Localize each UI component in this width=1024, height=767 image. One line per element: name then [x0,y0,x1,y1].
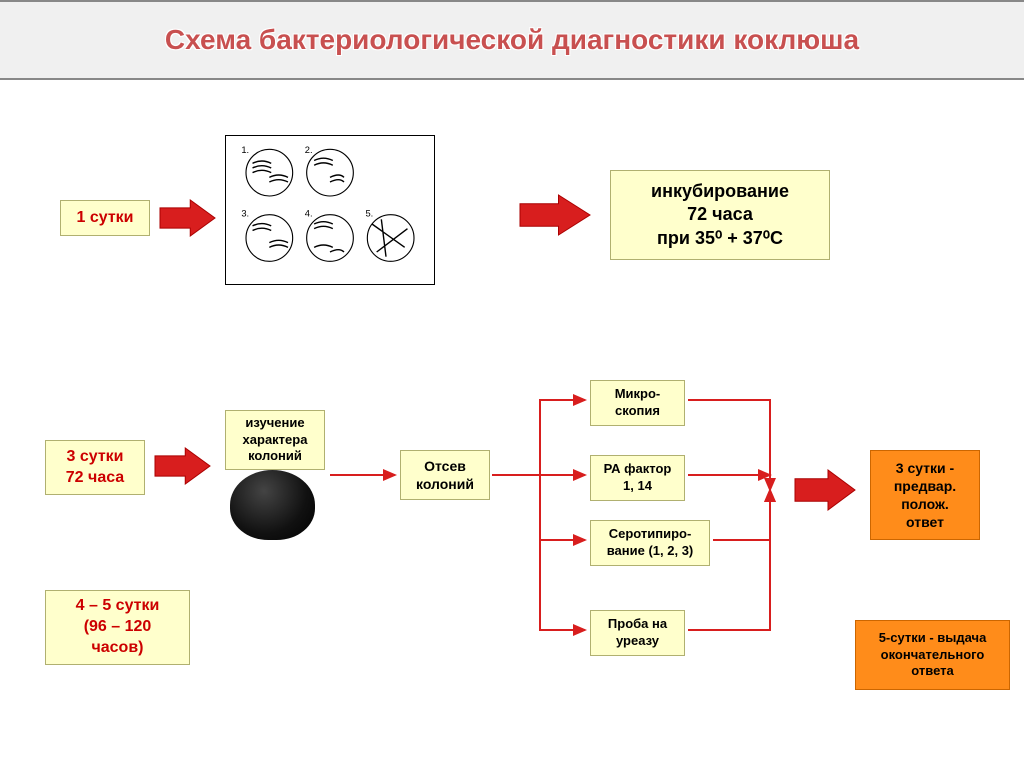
svg-text:1.: 1. [241,145,249,155]
box-label-microscopy: Микро- скопия [615,386,661,420]
header-band: Схема бактериологической диагностики кок… [0,0,1024,80]
box-microscopy: Микро- скопия [590,380,685,426]
thin-arrow [688,400,770,490]
block-arrow [795,470,855,510]
box-day3: 3 сутки 72 часа [45,440,145,495]
box-day1: 1 сутки [60,200,150,236]
box-result3: 3 сутки - предвар. полож. ответ [870,450,980,540]
box-ra_factor: РА фактор 1, 14 [590,455,685,501]
svg-text:4.: 4. [305,209,313,219]
page-title: Схема бактериологической диагностики кок… [165,23,859,57]
box-label-day3: 3 сутки 72 часа [66,447,124,489]
box-label-serotyping: Серотипиро- вание (1, 2, 3) [607,526,694,560]
thin-arrow [713,490,770,540]
thin-arrow [492,400,585,475]
box-label-result5: 5-сутки - выдача окончательного ответа [879,630,987,681]
block-arrow [155,448,210,484]
box-serotyping: Серотипиро- вание (1, 2, 3) [590,520,710,566]
petri-diagram: 1. 2. 3. 4. 5. [225,135,435,285]
box-result5: 5-сутки - выдача окончательного ответа [855,620,1010,690]
box-label-result3: 3 сутки - предвар. полож. ответ [894,459,956,532]
svg-text:5.: 5. [365,209,373,219]
block-arrow [160,200,215,236]
svg-text:2.: 2. [305,145,313,155]
colony-photo [230,470,315,540]
box-day45: 4 – 5 сутки (96 – 120 часов) [45,590,190,665]
box-label-otsev: Отсев колоний [416,457,474,493]
box-incubation: инкубирование 72 часа при 35⁰ + 37⁰С [610,170,830,260]
thin-arrow [492,475,585,630]
box-label-day45: 4 – 5 сутки (96 – 120 часов) [76,596,160,658]
box-study_colonies: изучение характера колоний [225,410,325,470]
box-label-incubation: инкубирование 72 часа при 35⁰ + 37⁰С [651,180,789,250]
box-label-ra_factor: РА фактор 1, 14 [604,461,672,495]
thin-arrow [492,475,585,540]
block-arrow [520,195,590,235]
box-otsev: Отсев колоний [400,450,490,500]
box-label-study_colonies: изучение характера колоний [243,415,308,466]
box-label-day1: 1 сутки [76,208,133,229]
box-urease: Проба на уреазу [590,610,685,656]
svg-text:3.: 3. [241,209,249,219]
box-label-urease: Проба на уреазу [608,616,667,650]
